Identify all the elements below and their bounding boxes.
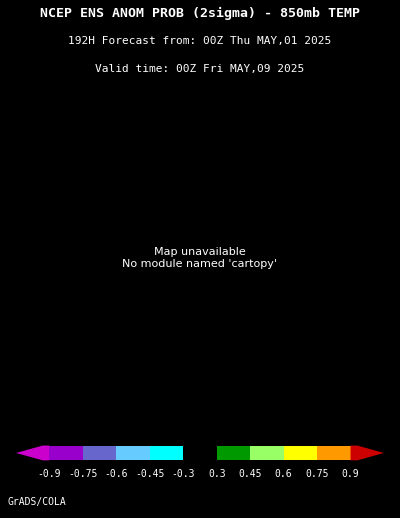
Text: 0.3: 0.3 [208,469,226,479]
FancyArrow shape [16,445,50,461]
Text: 0.9: 0.9 [342,469,359,479]
Text: 192H Forecast from: 00Z Thu MAY,01 2025: 192H Forecast from: 00Z Thu MAY,01 2025 [68,36,332,46]
Bar [183,445,217,461]
FancyArrow shape [350,445,384,461]
Bar [50,445,83,461]
Text: GrADS/COLA: GrADS/COLA [8,497,67,508]
Text: NCEP ENS ANOM PROB (2sigma) - 850mb TEMP: NCEP ENS ANOM PROB (2sigma) - 850mb TEMP [40,7,360,20]
Bar [217,445,250,461]
Text: -0.45: -0.45 [135,469,164,479]
Text: 0.6: 0.6 [275,469,292,479]
Bar [116,445,150,461]
Bar [284,445,317,461]
Text: -0.9: -0.9 [38,469,61,479]
Text: -0.6: -0.6 [105,469,128,479]
Text: Valid time: 00Z Fri MAY,09 2025: Valid time: 00Z Fri MAY,09 2025 [95,64,305,74]
Bar [83,445,116,461]
Text: -0.75: -0.75 [68,469,98,479]
Bar [250,445,284,461]
Bar [150,445,183,461]
Text: 0.45: 0.45 [238,469,262,479]
Text: -0.3: -0.3 [172,469,195,479]
Text: 0.75: 0.75 [305,469,329,479]
Text: Map unavailable
No module named 'cartopy': Map unavailable No module named 'cartopy… [122,247,278,268]
Bar [317,445,350,461]
